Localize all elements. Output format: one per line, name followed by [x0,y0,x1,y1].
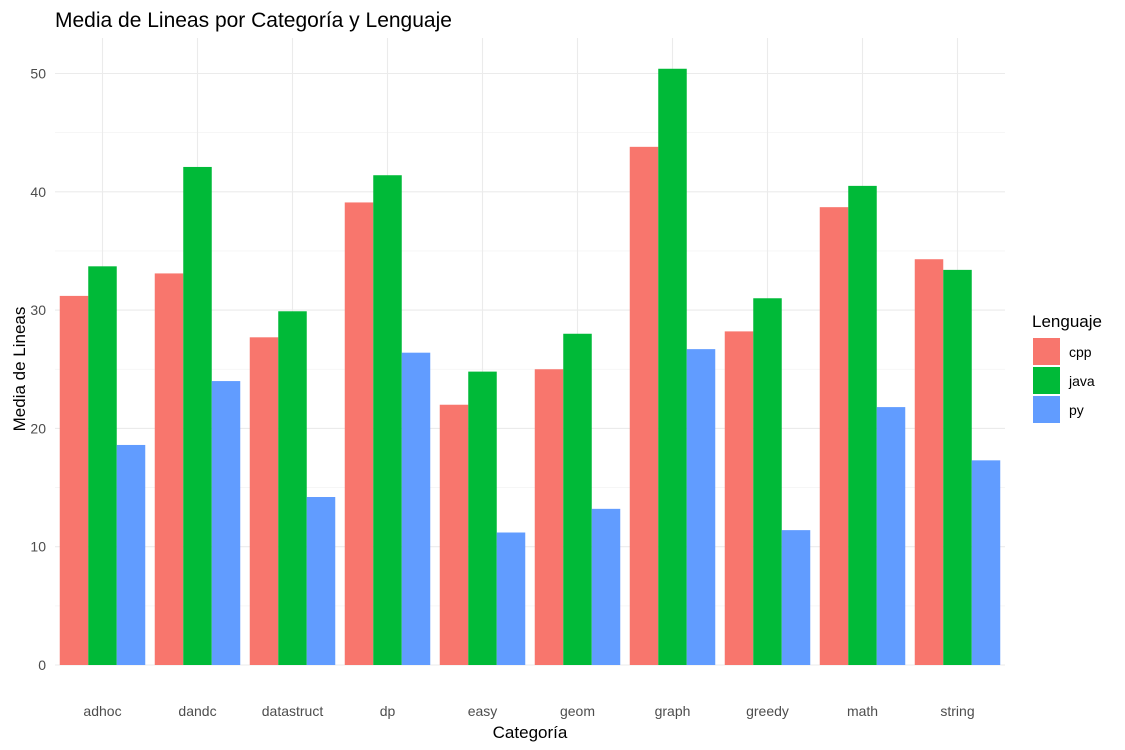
bar-py-math [876,407,906,665]
bar-py-string [971,460,1001,665]
bar-cpp-greedy [724,331,754,665]
bar-py-dp [401,352,431,665]
bar-cpp-dandc [154,273,184,665]
bar-py-greedy [781,530,811,665]
bar-java-dp [373,175,402,665]
x-tick-label: adhoc [83,703,121,719]
legend-swatch-java [1033,367,1060,394]
x-tick-label: math [847,703,878,719]
bar-java-string [943,269,972,665]
legend-label-java: java [1068,373,1095,389]
bar-cpp-geom [534,369,564,665]
bar-java-datastruct [278,311,307,665]
bar-py-graph [686,349,716,665]
x-tick-label: dandc [178,703,216,719]
y-tick-label: 20 [30,420,46,436]
legend: Lenguaje cpp java py [1032,312,1102,423]
bar-py-easy [496,532,526,665]
y-axis-ticks: 0 10 20 30 40 50 [30,65,46,673]
bar-cpp-easy [439,404,469,665]
bar-java-easy [468,371,497,665]
bar-java-greedy [753,298,782,665]
y-tick-label: 30 [30,302,46,318]
bar-java-graph [658,68,687,666]
y-tick-label: 40 [30,184,46,200]
bar-cpp-math [819,207,849,665]
legend-swatch-cpp [1033,338,1060,365]
y-tick-label: 50 [30,65,46,81]
bar-cpp-graph [629,146,659,665]
x-tick-label: datastruct [262,703,324,719]
bar-py-dandc [211,381,241,665]
legend-label-cpp: cpp [1069,344,1092,360]
x-tick-label: easy [468,703,498,719]
x-tick-label: graph [655,703,691,719]
y-tick-label: 0 [38,657,46,673]
bar-java-adhoc [88,266,117,665]
bars [59,68,1001,666]
x-tick-label: dp [380,703,396,719]
x-axis-title: Categoría [493,723,568,742]
x-tick-label: geom [560,703,595,719]
bar-py-datastruct [306,497,336,665]
chart-title: Media de Lineas por Categoría y Lenguaje [55,9,452,32]
legend-title: Lenguaje [1032,312,1102,331]
y-axis-title: Media de Lineas [10,307,29,432]
bar-java-dandc [183,166,212,666]
bar-java-math [848,185,877,665]
y-tick-label: 10 [30,539,46,555]
bar-cpp-string [914,259,944,665]
bar-py-adhoc [116,444,146,665]
bar-cpp-datastruct [249,337,279,665]
bar-cpp-dp [344,202,374,665]
x-tick-label: greedy [746,703,789,719]
bar-py-geom [591,508,621,665]
bar-cpp-adhoc [59,295,89,665]
legend-swatch-py [1033,396,1060,423]
bar-java-geom [563,333,592,665]
legend-label-py: py [1069,402,1084,418]
x-axis-ticks: adhoc dandc datastruct dp easy geom graph greed… [83,703,974,719]
x-tick-label: string [940,703,974,719]
